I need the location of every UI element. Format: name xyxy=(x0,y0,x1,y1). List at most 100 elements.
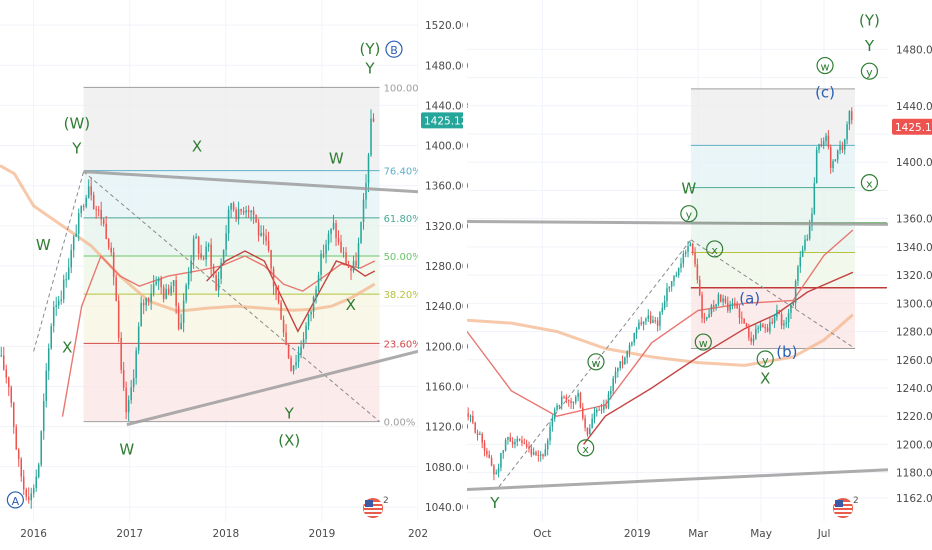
candle-body xyxy=(342,252,345,254)
candle-body xyxy=(170,286,172,294)
y-tick-label: 1160.00 xyxy=(425,381,468,393)
right-chart-pane[interactable]: YxwWyxw(a)(b)yXw(c)(Y)Yyx1162.001180.001… xyxy=(467,0,932,540)
us-flag-icon[interactable]: 2 xyxy=(833,496,859,518)
candle-body xyxy=(771,321,773,324)
candle-body xyxy=(645,318,647,322)
wave-label: y xyxy=(686,209,693,222)
candle-body xyxy=(235,210,237,220)
candle-body xyxy=(584,418,586,428)
candle-body xyxy=(215,275,217,291)
plot-area[interactable]: 100.00% 76.40% 61.80% 50.00% 38.20% 23.60% 0.0… xyxy=(0,0,428,522)
dashed-connector-line xyxy=(83,171,380,422)
candle-body xyxy=(77,213,80,234)
candle-body xyxy=(40,431,42,465)
candle-body xyxy=(727,302,729,311)
candle-body xyxy=(365,183,367,200)
candle-body xyxy=(20,458,23,477)
x-axis[interactable]: 2016 2017 2018 2019 202 xyxy=(20,528,428,540)
y-tick-label: 1320.00 xyxy=(425,221,468,233)
candle-body xyxy=(687,246,689,252)
candle-body xyxy=(42,400,45,432)
x-axis[interactable]: Oct 2019 Mar May Jul xyxy=(533,528,830,540)
y-tick-label: 1280.00 xyxy=(896,327,932,339)
candle-body xyxy=(731,303,734,305)
candle-body xyxy=(596,409,598,413)
y-axis[interactable]: 1040.00 1080.00 1120.00 1160.00 1200.00 1240.… xyxy=(425,20,468,514)
candle-body xyxy=(799,257,802,267)
candle-body xyxy=(467,413,469,417)
moving-average-line xyxy=(583,271,854,445)
candle-body xyxy=(25,489,27,497)
dashed-connector-line xyxy=(33,171,85,352)
candle-body xyxy=(537,454,540,456)
candle-body xyxy=(628,344,631,352)
wave-label: x xyxy=(582,443,589,456)
y-tick-label: 1360.00 xyxy=(425,181,468,193)
candle-body xyxy=(850,111,853,121)
candle-body xyxy=(290,358,292,372)
y-tick-label: 1040.00 xyxy=(425,502,468,514)
wave-label-circle xyxy=(577,439,595,457)
flag-stripe xyxy=(834,514,852,516)
candle-body xyxy=(47,348,50,371)
moving-average-line xyxy=(467,229,854,417)
trendline xyxy=(467,219,888,226)
candle-body xyxy=(362,199,365,222)
candle-body xyxy=(7,377,10,388)
candle-body xyxy=(790,305,792,313)
y-tick-label: 1200.00 xyxy=(425,341,468,353)
candles-group xyxy=(467,107,853,481)
candle-body xyxy=(120,337,122,370)
candle-body xyxy=(776,309,778,318)
y-axis[interactable]: 1162.00 1180.00 1200.00 1220.00 1240.00 1260.… xyxy=(896,44,932,505)
y-tick-label: 1400.00 xyxy=(896,157,932,169)
flag-stripe xyxy=(834,510,852,512)
y-tick-label: 1280.00 xyxy=(425,261,468,273)
y-tick-label: 1162.00 xyxy=(896,493,932,505)
wave-label: W xyxy=(119,441,134,459)
candle-body xyxy=(337,238,340,242)
x-tick-label: Jul xyxy=(817,528,831,540)
candle-body xyxy=(117,300,120,338)
wave-label: W xyxy=(329,150,344,168)
candle-body xyxy=(589,428,591,435)
candle-body xyxy=(741,317,743,319)
pane-divider[interactable] xyxy=(463,0,467,550)
candle-body xyxy=(684,251,687,254)
candle-body xyxy=(297,354,300,363)
candle-body xyxy=(715,304,717,307)
candle-body xyxy=(560,396,563,406)
candle-body xyxy=(50,326,52,349)
wave-label: x xyxy=(711,244,718,257)
candle-body xyxy=(372,118,375,122)
candle-body xyxy=(834,159,837,162)
x-tick-label: 2019 xyxy=(624,528,651,540)
trendline xyxy=(83,170,418,194)
candle-body xyxy=(825,135,827,142)
y-tick-label: 1360.00 xyxy=(896,214,932,226)
candle-body xyxy=(295,362,297,366)
candle-body xyxy=(137,326,140,351)
candle-body xyxy=(801,249,804,258)
candle-body xyxy=(360,221,362,244)
candle-body xyxy=(530,448,533,455)
candle-body xyxy=(227,209,230,234)
wave-label: B xyxy=(390,44,398,57)
candle-body xyxy=(335,223,337,239)
candle-body xyxy=(539,454,542,456)
candle-body xyxy=(87,186,90,198)
candle-body xyxy=(563,396,565,398)
candle-body xyxy=(287,344,290,359)
candle-body xyxy=(140,302,142,327)
candle-body xyxy=(12,402,15,428)
y-tick-label: 1200.00 xyxy=(896,439,932,451)
wave-label: Y xyxy=(864,37,875,55)
us-flag-icon[interactable]: 2 xyxy=(363,496,389,518)
left-chart-pane[interactable]: 100.00% 76.40% 61.80% 50.00% 38.20% 23.60% 0.0… xyxy=(0,0,468,540)
candle-body xyxy=(82,206,85,208)
y-tick-label: 1440.00 xyxy=(896,101,932,113)
candle-body xyxy=(267,240,270,250)
candle-body xyxy=(52,307,55,327)
